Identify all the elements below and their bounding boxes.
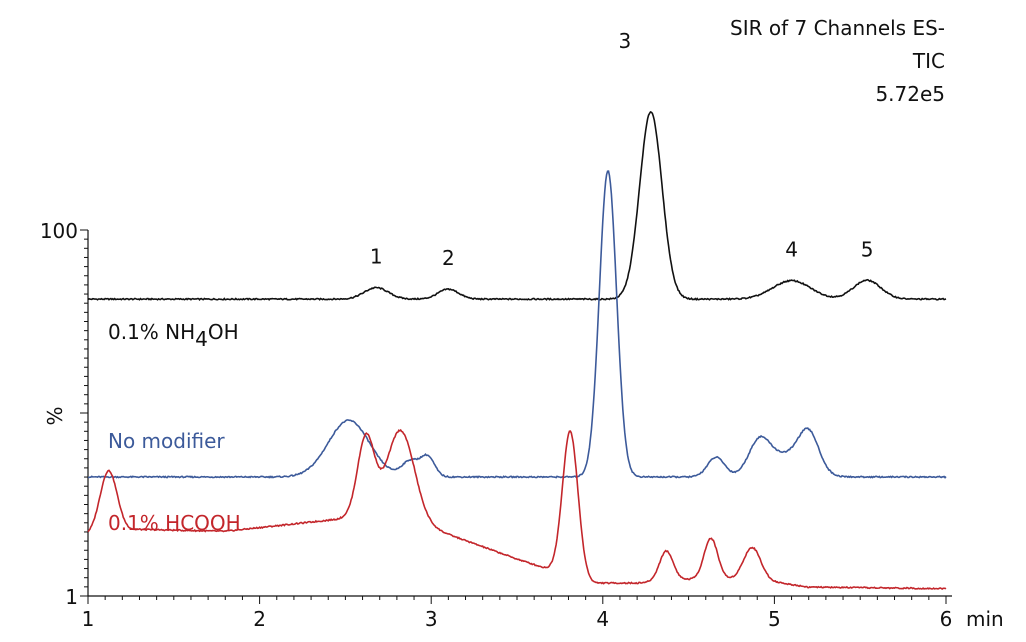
y-minor-ticks xyxy=(80,229,88,597)
peak-labels: 1 2 3 4 5 xyxy=(370,29,874,270)
series-label-nh4oh: 0.1% NH4OH xyxy=(108,320,239,351)
traces xyxy=(87,111,947,591)
peak-label-2: 2 xyxy=(442,246,455,270)
info-line-tic: TIC xyxy=(912,49,945,73)
peak-label-3: 3 xyxy=(618,29,631,53)
y-tick-label-bottom: 1 xyxy=(65,585,78,609)
x-tick-label: 1 xyxy=(82,607,95,631)
x-tick-label: 4 xyxy=(596,607,609,631)
series-label-nh4oh-suffix: OH xyxy=(208,320,239,344)
series-line-1 xyxy=(87,170,947,479)
info-block: SIR of 7 Channels ES- TIC 5.72e5 xyxy=(730,16,945,106)
series-label-no-modifier: No modifier xyxy=(108,429,225,453)
x-tick-label: 3 xyxy=(425,607,438,631)
info-line-channels: SIR of 7 Channels ES- xyxy=(730,16,945,40)
x-tick-label: 6 xyxy=(940,607,953,631)
peak-label-4: 4 xyxy=(785,238,798,262)
series-line-0 xyxy=(87,111,947,301)
y-tick-label-top: 100 xyxy=(40,219,78,243)
x-axis-label: min xyxy=(966,607,1004,631)
series-label-nh4oh-sub: 4 xyxy=(195,327,208,351)
x-tick-labels: 1 2 3 4 5 6 xyxy=(82,607,953,631)
peak-label-1: 1 xyxy=(370,245,383,269)
x-tick-label: 2 xyxy=(253,607,266,631)
series-label-nh4oh-main: 0.1% NH xyxy=(108,320,195,344)
x-tick-label: 5 xyxy=(768,607,781,631)
series-label-hcooh: 0.1% HCOOH xyxy=(108,511,241,535)
y-axis-label: % xyxy=(43,406,67,425)
info-line-intensity: 5.72e5 xyxy=(875,82,945,106)
series-line-2 xyxy=(87,428,947,591)
axes: 100 1 % 1 2 3 4 5 6 min xyxy=(40,219,1004,631)
x-minor-ticks xyxy=(87,596,947,604)
peak-label-5: 5 xyxy=(861,237,874,261)
